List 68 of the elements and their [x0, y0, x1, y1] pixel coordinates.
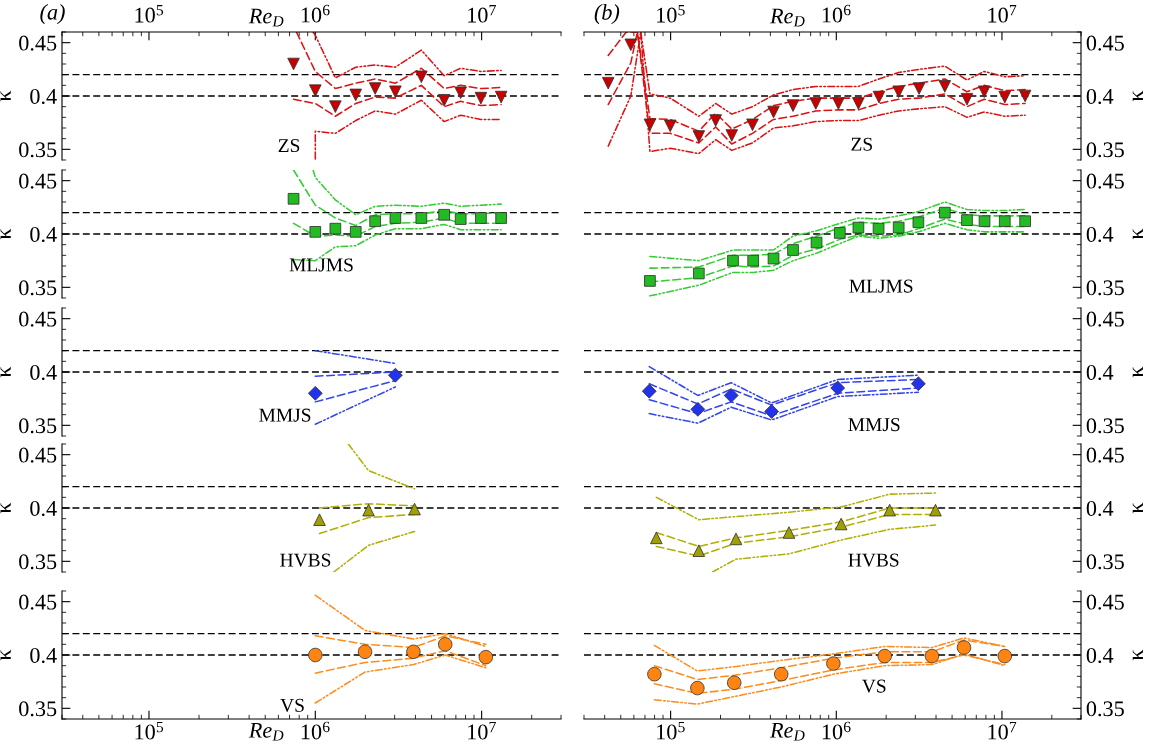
y-axis-title: κ: [0, 649, 11, 661]
y-tick-label: 0.35: [1086, 280, 1124, 296]
y-tick-label: 0.45: [1086, 311, 1124, 327]
x-tick-label: 10$^{6}$: [301, 721, 330, 740]
y-axis-title: κ: [0, 90, 11, 102]
x-tick-label: 10$^{6}$: [822, 4, 851, 23]
y-axis-title: κ: [1132, 649, 1143, 661]
y-axis-title: κ: [0, 502, 11, 514]
y-tick-label: 0.35: [19, 142, 57, 158]
x-tick-label: 10$^{5}$: [657, 5, 685, 23]
x-axis-title: Re$_{D}$: [769, 8, 805, 27]
y-tick-label: 0.35: [1086, 142, 1124, 158]
y-tick-label: 0.4: [1086, 647, 1114, 664]
y-tick-label: 0.45: [19, 447, 57, 463]
y-tick-label: 0.45: [1086, 594, 1124, 610]
text: (a): [40, 4, 65, 25]
x-tick-label: 10$^{7}$: [988, 5, 1017, 23]
series-label: MMJS: [259, 408, 311, 422]
y-tick-label: 0.35: [19, 418, 57, 434]
series-label: HVBS: [280, 553, 331, 567]
x-tick-label: 10$^{6}$: [822, 721, 851, 740]
y-tick-label: 0.4: [30, 88, 57, 105]
y-tick-label: 0.4: [30, 226, 57, 243]
y-axis-title: κ: [1132, 502, 1143, 514]
x-tick-label: 10$^{5}$: [135, 5, 164, 23]
x-tick-label: 10$^{5}$: [657, 721, 685, 740]
y-tick-label: 0.35: [1086, 701, 1124, 717]
y-tick-label: 0.45: [19, 594, 57, 610]
text: ZS: [278, 139, 300, 153]
y-tick-label: 0.45: [19, 311, 57, 327]
series-label: VS: [862, 679, 886, 693]
series-label: MLJMS: [289, 258, 353, 272]
text: MLJMS: [849, 279, 913, 293]
y-tick-label: 0.4: [1086, 88, 1114, 105]
x-tick-label: 10$^{7}$: [468, 721, 496, 740]
y-tick-label: 0.35: [19, 554, 57, 570]
y-tick-label: 0.45: [19, 173, 57, 189]
x-tick-label: 10$^{7}$: [468, 5, 496, 23]
x-tick-label: 10$^{5}$: [135, 721, 164, 740]
y-axis-title: κ: [1132, 228, 1143, 240]
x-axis-title: Re$_{D}$: [248, 8, 284, 27]
y-axis-title: κ: [1132, 366, 1143, 378]
y-tick-label: 0.4: [1086, 364, 1114, 381]
y-tick-label: 0.35: [1086, 418, 1124, 434]
y-tick-label: 0.4: [30, 364, 57, 381]
x-axis-title: Re$_{D}$: [248, 722, 284, 741]
y-tick-label: 0.45: [1086, 447, 1124, 463]
y-axis-title: κ: [1132, 90, 1143, 102]
x-tick-label: 10$^{7}$: [988, 721, 1017, 740]
series-label: MMJS: [848, 418, 900, 432]
y-tick-label: 0.35: [19, 701, 57, 717]
y-tick-label: 0.45: [1086, 173, 1124, 189]
y-tick-label: 0.4: [1086, 500, 1114, 517]
y-tick-label: 0.4: [1086, 226, 1114, 243]
series-label: HVBS: [848, 553, 899, 567]
y-axis-title: κ: [0, 366, 11, 378]
x-tick-label: 10$^{6}$: [301, 4, 330, 23]
y-tick-label: 0.45: [1086, 35, 1124, 51]
series-label: ZS: [851, 137, 872, 151]
text: (b): [594, 4, 620, 25]
y-tick-label: 0.4: [30, 500, 57, 517]
series-label: VS: [280, 698, 304, 712]
y-tick-label: 0.35: [1086, 554, 1124, 570]
y-tick-label: 0.45: [19, 35, 57, 51]
y-tick-label: 0.35: [19, 280, 57, 296]
y-axis-title: κ: [0, 228, 11, 240]
x-axis-title: Re$_{D}$: [769, 722, 805, 741]
y-tick-label: 0.4: [30, 647, 57, 664]
